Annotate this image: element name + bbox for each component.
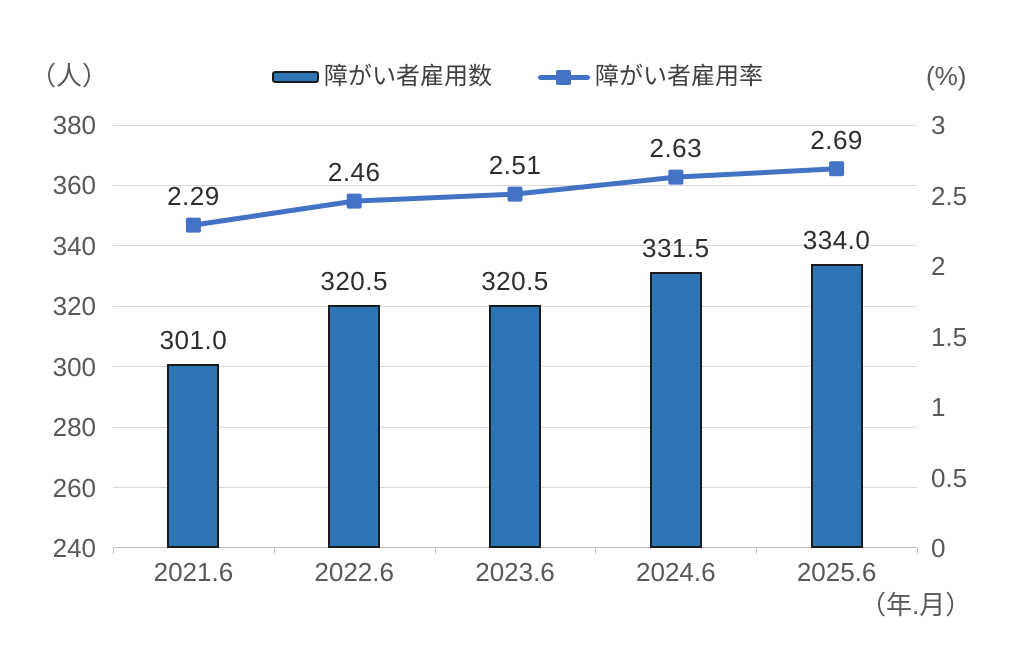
left-axis-tick-label: 260: [52, 472, 96, 503]
gridline: [113, 124, 917, 126]
legend-label: 障がい者雇用数: [324, 63, 492, 90]
right-axis-tick-label: 3: [931, 110, 946, 140]
x-axis-tick-label: 2021.6: [153, 557, 234, 587]
line-marker: [829, 161, 845, 177]
x-axis-tick: [273, 548, 275, 554]
line-marker: [668, 169, 684, 185]
line-marker: [185, 217, 201, 233]
legend: 障がい者雇用数 障がい者雇用率: [272, 62, 763, 92]
right-axis-unit: (%): [926, 61, 967, 91]
rate-value-label: 2.46: [327, 157, 381, 188]
bar: [810, 263, 863, 548]
line-swatch-marker: [556, 69, 571, 85]
legend-item-line-series: 障がい者雇用率: [538, 63, 763, 91]
rate-value-label: 2.51: [488, 150, 542, 181]
rate-value-label: 2.69: [810, 124, 863, 155]
left-axis-tick-label: 280: [52, 412, 96, 443]
line-series-swatch-icon: [538, 69, 590, 85]
bar-value-label: 320.5: [320, 265, 388, 296]
bar-series-swatch-icon: [272, 71, 319, 83]
right-axis-tick-label: 1: [931, 392, 946, 422]
x-axis-tick-label: 2022.6: [314, 557, 394, 587]
rate-value-label: 2.63: [649, 133, 703, 164]
right-axis-tick-label: 2: [931, 251, 946, 281]
x-axis-tick: [434, 548, 436, 554]
right-axis-tick-label: 0: [931, 533, 946, 563]
bar: [489, 304, 541, 548]
left-axis-tick-label: 340: [52, 230, 96, 261]
bar-value-label: 301.0: [159, 324, 228, 355]
line-marker: [507, 186, 523, 202]
bar: [328, 304, 381, 548]
gridline: [113, 245, 917, 247]
bar-value-label: 334.0: [802, 224, 871, 255]
right-axis-tick-label: 2.5: [931, 180, 968, 211]
left-axis-tick-label: 300: [52, 351, 96, 382]
legend-label: 障がい者雇用率: [595, 63, 763, 90]
rate-value-label: 2.29: [167, 181, 220, 212]
right-axis-tick-label: 1.5: [931, 321, 968, 352]
right-axis-tick-label: 0.5: [931, 462, 968, 493]
x-axis-tick-label: 2025.6: [796, 557, 877, 587]
line-marker: [346, 193, 362, 209]
bar-value-label: 331.5: [642, 232, 710, 263]
legend-item-bar-series: 障がい者雇用数: [272, 63, 492, 91]
left-axis-tick-label: 240: [52, 533, 96, 563]
x-axis-tick-label: 2023.6: [475, 557, 555, 587]
x-axis-unit: （年.月）: [860, 590, 972, 620]
bar: [649, 271, 702, 548]
x-axis-tick: [113, 548, 114, 554]
bar-value-label: 320.5: [481, 265, 549, 296]
x-axis-tick-label: 2024.6: [636, 557, 716, 587]
left-axis-tick-label: 360: [52, 170, 96, 201]
x-axis-tick: [595, 548, 597, 554]
bar: [167, 363, 220, 548]
x-axis-tick: [917, 548, 918, 554]
left-axis-tick-label: 380: [52, 110, 96, 140]
left-axis-tick-label: 320: [52, 291, 96, 322]
left-axis-unit: （人）: [30, 61, 109, 91]
x-axis-tick: [756, 548, 758, 554]
